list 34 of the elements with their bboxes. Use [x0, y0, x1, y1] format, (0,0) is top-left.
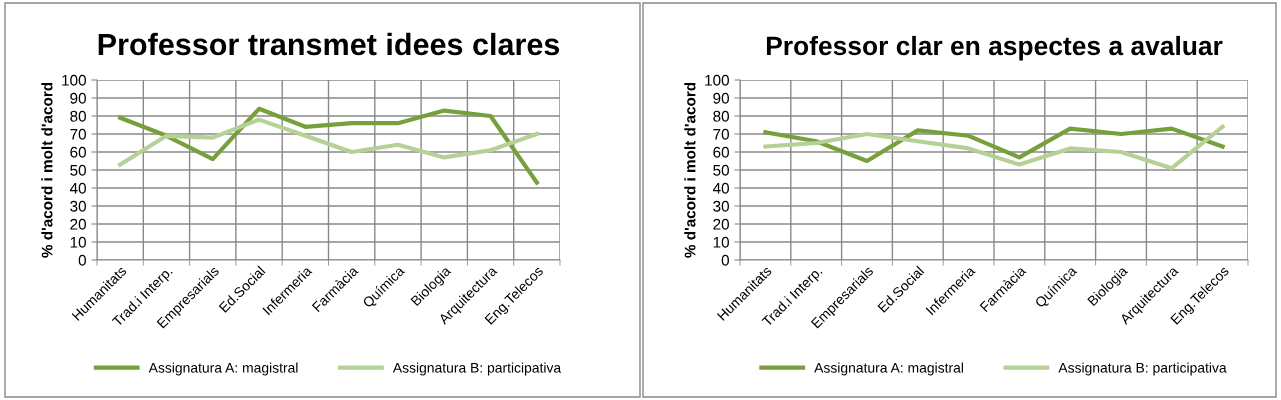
- line-series: [763, 126, 1225, 164]
- y-tick-label: 50: [713, 164, 729, 176]
- y-axis-title: % d'acord i molt d'acord: [41, 82, 53, 258]
- line-series: [118, 106, 539, 185]
- y-tick-label: 0: [78, 254, 86, 266]
- y-tick-label: 90: [70, 92, 86, 104]
- y-tick-label: 10: [713, 236, 729, 248]
- y-tick-label: 100: [62, 74, 86, 86]
- y-tick-label: 40: [712, 182, 729, 194]
- line-series: [118, 117, 539, 167]
- legend-label: Assignatura B: participativa: [1058, 362, 1227, 376]
- legend-label: Assignatura B: participativa: [392, 362, 562, 376]
- y-tick-label: 0: [721, 254, 729, 266]
- chart-title: Professor clar en aspectes a avaluar: [766, 35, 1223, 61]
- y-tick-label: 30: [70, 200, 86, 212]
- y-tick-label: 20: [70, 218, 86, 230]
- chart-title: Professor transmet idees clares: [98, 32, 560, 56]
- y-tick-label: 100: [705, 74, 729, 86]
- y-tick-label: 80: [713, 110, 729, 122]
- y-tick-label: 40: [69, 182, 86, 194]
- legend-label: Assignatura A: magistral: [148, 362, 298, 376]
- y-axis-title: % d'acord i molt d'acord: [684, 82, 696, 258]
- y-tick-label: 30: [713, 200, 729, 212]
- y-tick-label: 90: [713, 92, 729, 104]
- y-tick-label: 80: [70, 110, 86, 122]
- y-tick-label: 70: [713, 128, 729, 140]
- y-tick-label: 60: [70, 146, 86, 158]
- y-tick-label: 60: [713, 146, 729, 158]
- y-tick-label: 70: [70, 128, 86, 140]
- legend-label: Assignatura A: magistral: [814, 362, 963, 376]
- y-tick-label: 20: [713, 218, 729, 230]
- y-tick-label: 50: [70, 164, 86, 176]
- line-series: [763, 124, 1225, 171]
- y-tick-label: 10: [70, 236, 86, 248]
